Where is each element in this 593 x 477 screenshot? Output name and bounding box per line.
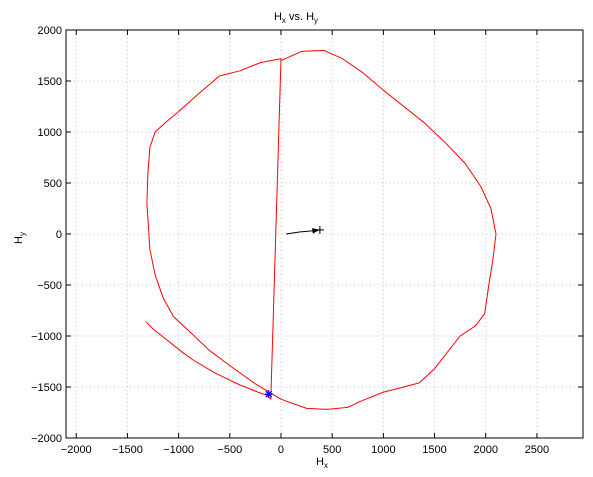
x-tick-label: 0: [278, 444, 284, 456]
y-tick-label: 2000: [38, 25, 62, 37]
xlabel-sub: x: [324, 461, 328, 470]
start-star-marker: [264, 390, 273, 399]
y-tick-label: 0: [56, 229, 62, 241]
y-tick-label: −500: [37, 280, 62, 292]
y-tick-label: 500: [44, 178, 62, 190]
ylabel-h: H: [13, 236, 25, 244]
y-tick-label: −1500: [31, 382, 62, 394]
x-tick-label: 2500: [525, 444, 549, 456]
x-tick-label: −2000: [61, 444, 92, 456]
x-tick-label: −1500: [112, 444, 143, 456]
y-tick-label: 1000: [38, 127, 62, 139]
x-tick-label: −1000: [163, 444, 194, 456]
title-sub-x: x: [282, 16, 286, 25]
title-vs: vs. H: [286, 11, 314, 23]
axis-ticks: [66, 29, 583, 439]
y-tick-label: −1000: [31, 331, 62, 343]
chart-title: Hx vs. Hy: [274, 11, 318, 25]
y-tick-label: 1500: [38, 76, 62, 88]
x-tick-labels: −2000 −1500 −1000 −500 0 500 1000 1500 2000 2500: [61, 444, 549, 456]
plot-frame: [65, 29, 584, 439]
title-h1: H: [274, 11, 282, 23]
y-axis-label: Hy: [13, 232, 27, 244]
x-tick-label: −500: [217, 444, 242, 456]
gridlines: [66, 29, 583, 439]
ylabel-sub: y: [18, 232, 27, 236]
title-sub-y: y: [314, 16, 318, 25]
y-tick-label: −2000: [31, 433, 62, 445]
x-tick-label: 1500: [422, 444, 446, 456]
x-tick-label: 1000: [371, 444, 395, 456]
vector-arrowhead: [312, 228, 320, 234]
x-tick-label: 2000: [474, 444, 498, 456]
plot-series: [145, 49, 497, 410]
x-axis-label: Hx: [316, 456, 328, 470]
xlabel-h: H: [316, 456, 324, 468]
x-tick-label: 500: [323, 444, 341, 456]
y-tick-labels: −2000 −1500 −1000 −500 0 500 1000 1500 2000: [31, 25, 62, 445]
